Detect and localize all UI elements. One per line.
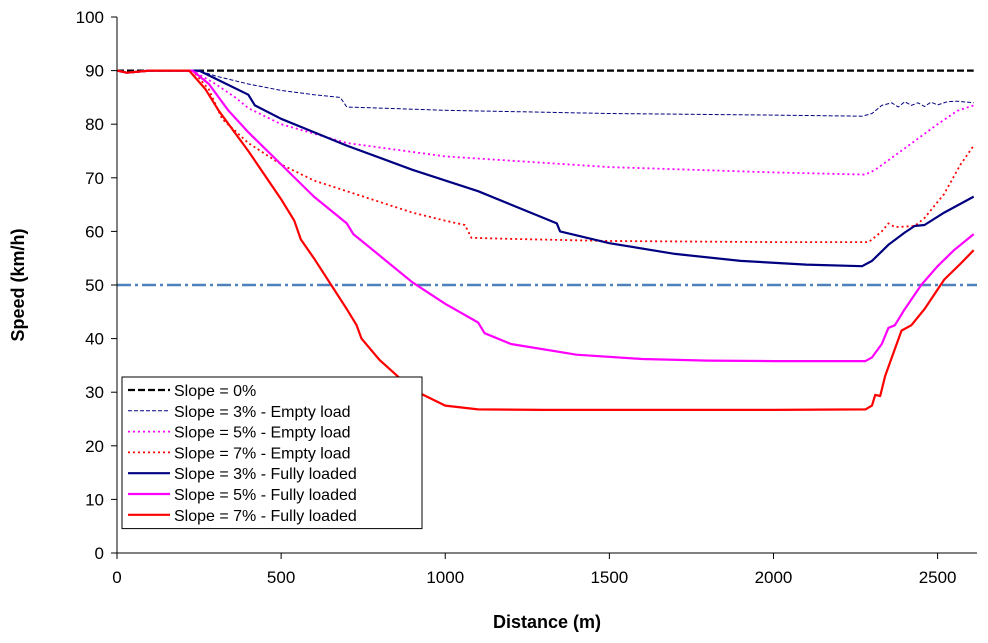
x-tick-label: 0 xyxy=(112,568,121,587)
legend-label-5: Slope = 3% - Fully loaded xyxy=(174,466,357,483)
x-axis-ticks: 0 500 1000 1500 2000 2500 xyxy=(112,553,957,587)
series-line-4 xyxy=(116,69,975,243)
y-tick-label: 20 xyxy=(85,437,104,456)
plot-area xyxy=(116,69,977,411)
y-tick-label: 0 xyxy=(95,544,104,563)
series-line-5 xyxy=(116,69,975,268)
x-tick-label: 2000 xyxy=(755,568,793,587)
legend-label-3: Slope = 5% - Empty load xyxy=(174,425,351,442)
y-tick-label: 100 xyxy=(76,8,104,27)
x-tick-label: 1000 xyxy=(426,568,464,587)
series-line-3 xyxy=(116,69,974,176)
y-tick-label: 10 xyxy=(85,490,104,509)
y-axis-ticks: 0 10 20 30 40 50 60 70 80 90 100 xyxy=(76,8,117,563)
x-tick-label: 500 xyxy=(267,568,295,587)
y-tick-label: 40 xyxy=(85,330,104,349)
x-tick-label: 1500 xyxy=(590,568,628,587)
legend-label-6: Slope = 5% - Fully loaded xyxy=(174,487,357,504)
series-line-2 xyxy=(116,70,974,117)
x-tick-label: 2500 xyxy=(919,568,957,587)
y-tick-label: 50 xyxy=(85,276,104,295)
y-tick-label: 60 xyxy=(85,222,104,241)
x-axis-title: Distance (m) xyxy=(493,612,601,632)
y-tick-label: 80 xyxy=(85,115,104,134)
legend-label-7: Slope = 7% - Fully loaded xyxy=(174,508,357,525)
legend: Slope = 0% Slope = 3% - Empty load Slope =… xyxy=(121,376,423,530)
legend-box xyxy=(121,376,423,530)
y-axis-title: Speed (km/h) xyxy=(8,228,28,341)
legend-label-2: Slope = 3% - Empty load xyxy=(174,404,351,421)
y-tick-label: 90 xyxy=(85,62,104,81)
legend-label-4: Slope = 7% - Empty load xyxy=(174,445,351,462)
series-line-6 xyxy=(116,69,975,363)
legend-label-1: Slope = 0% xyxy=(174,383,256,400)
y-tick-label: 30 xyxy=(85,383,104,402)
y-tick-label: 70 xyxy=(85,169,104,188)
